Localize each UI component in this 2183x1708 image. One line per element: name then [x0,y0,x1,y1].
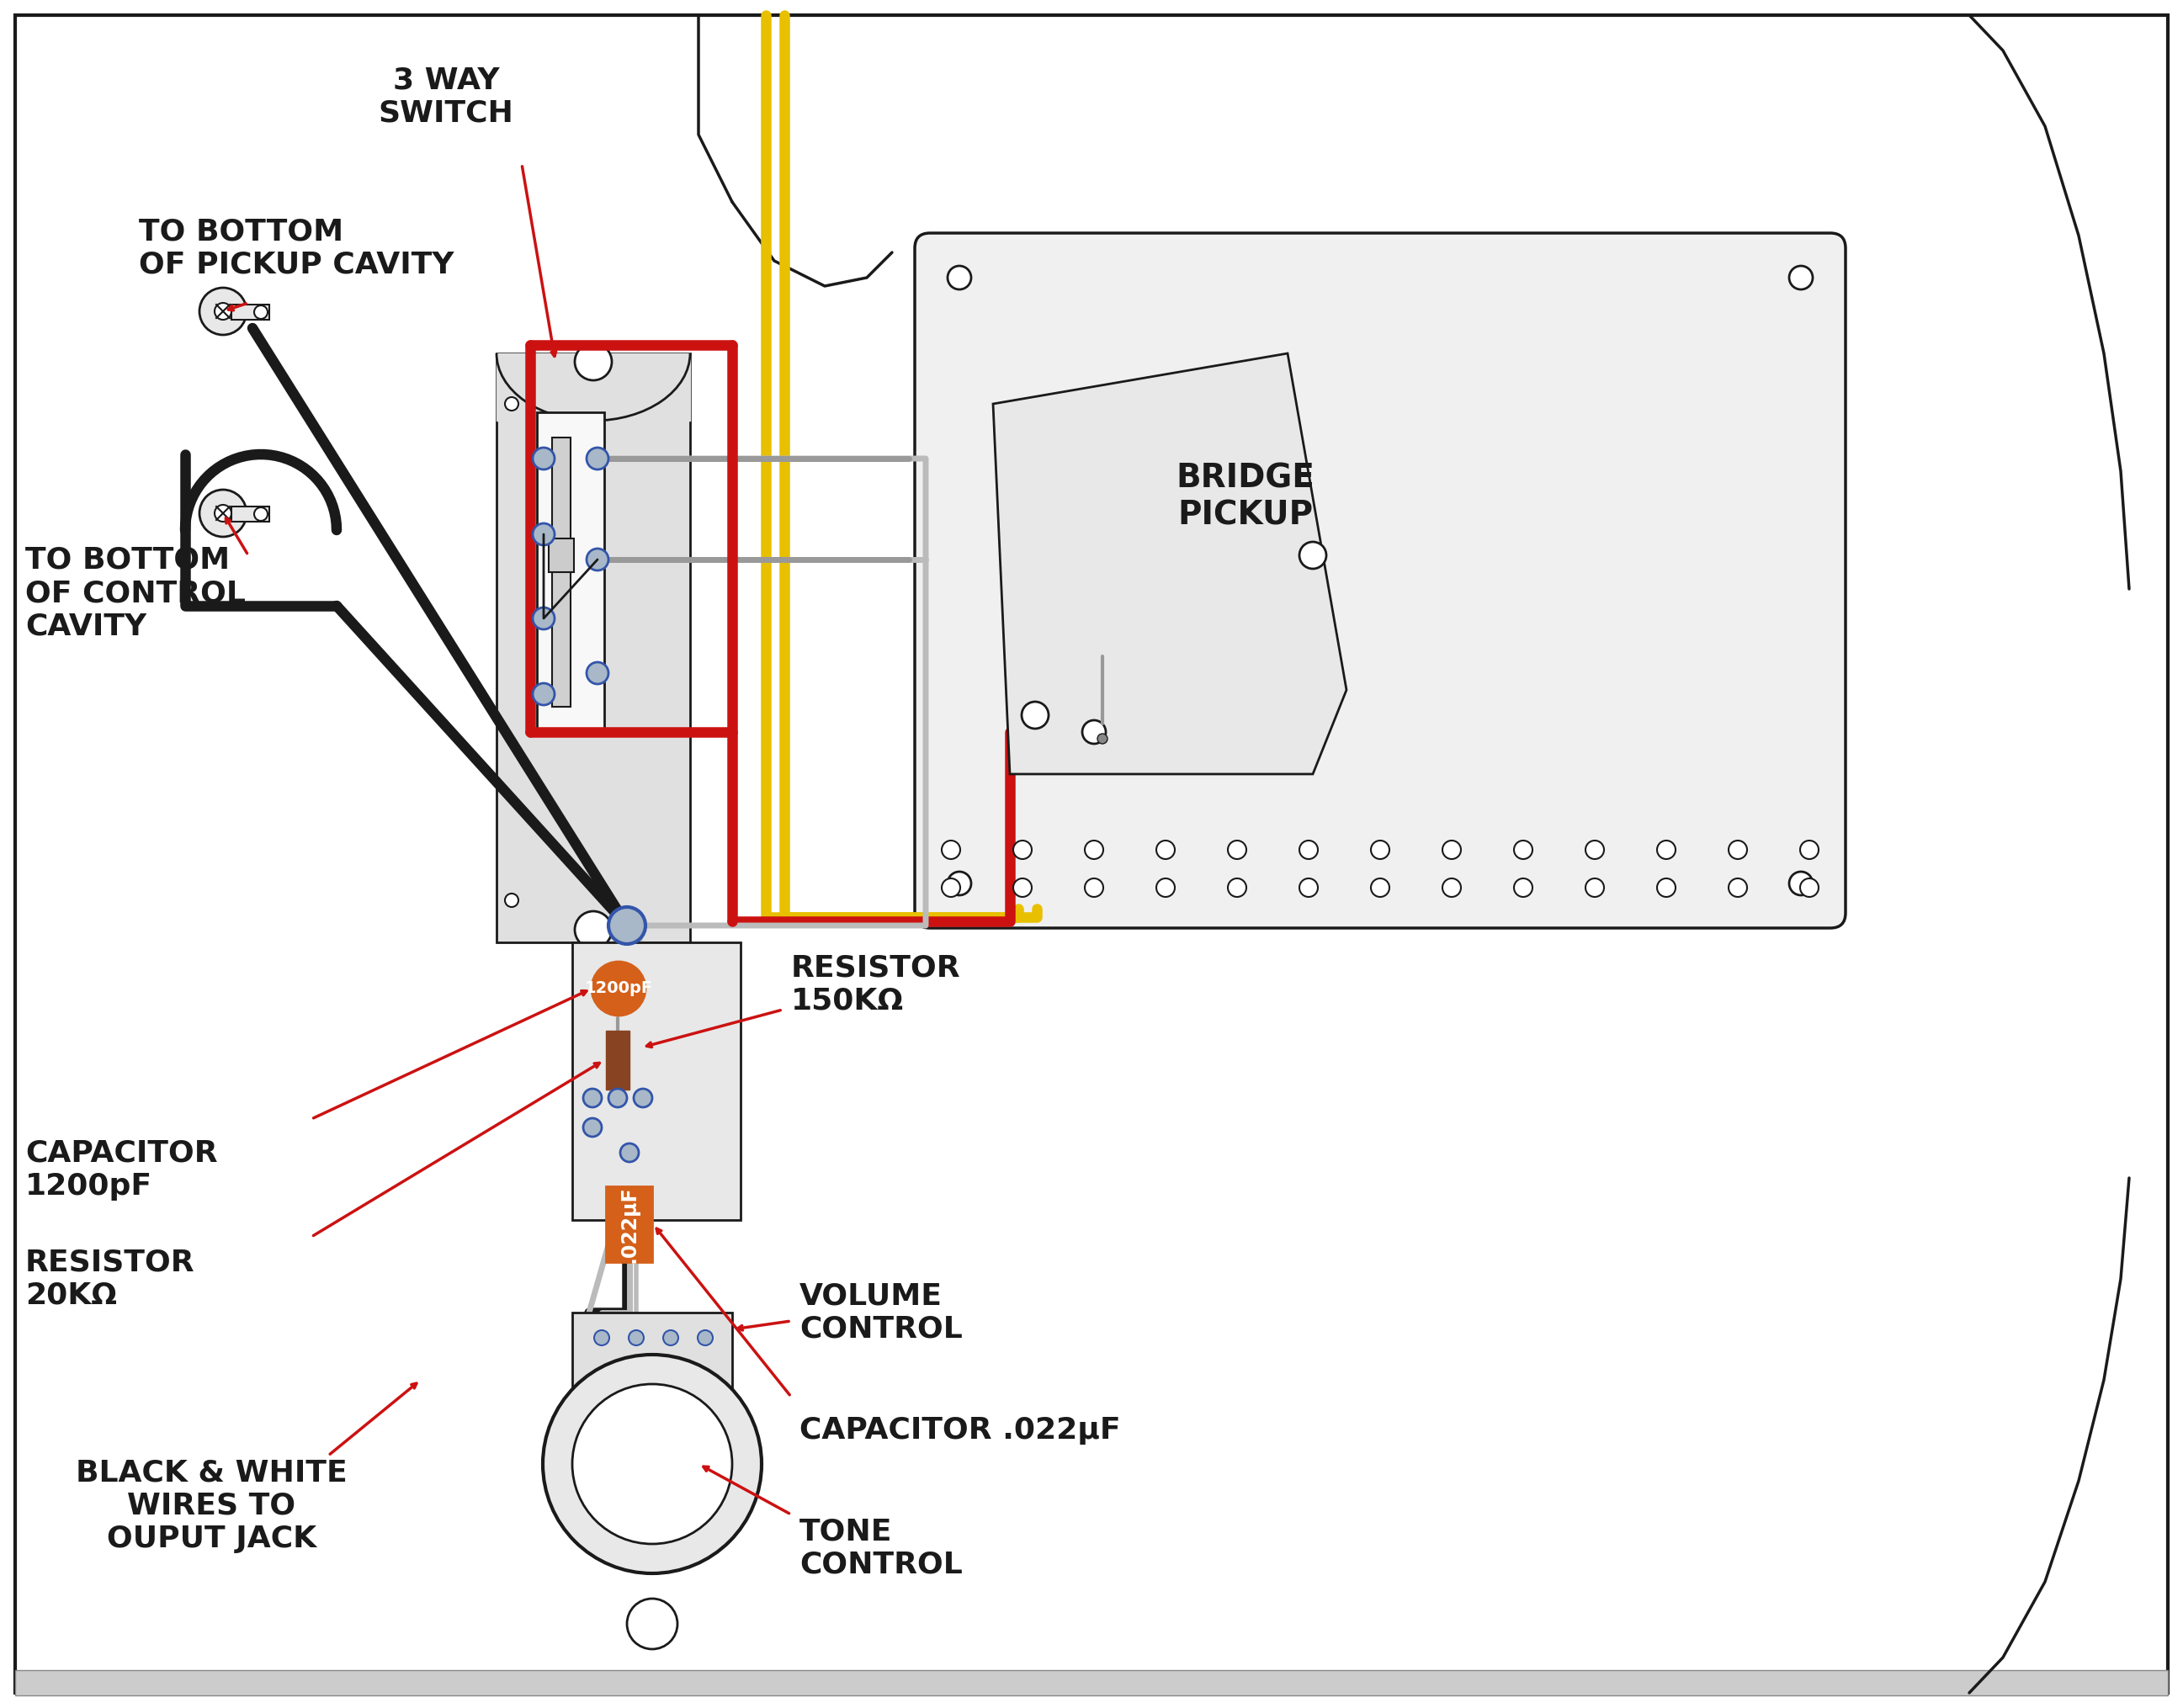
Circle shape [1585,840,1605,859]
Bar [572,1312,731,1406]
Circle shape [572,1383,731,1544]
Circle shape [1157,878,1174,897]
Circle shape [533,523,554,545]
Text: BRIDGE
PICKUP: BRIDGE PICKUP [1177,461,1314,531]
Circle shape [1443,840,1460,859]
Circle shape [1657,878,1677,897]
Circle shape [609,1088,627,1107]
Text: VOLUME
CONTROL: VOLUME CONTROL [799,1281,963,1344]
Circle shape [1657,840,1677,859]
Circle shape [1227,878,1246,897]
Text: RESISTOR
150KΩ: RESISTOR 150KΩ [790,953,961,1015]
Text: .022μF: .022μF [620,1185,640,1262]
Circle shape [583,1119,603,1138]
Circle shape [1801,840,1818,859]
Circle shape [1013,878,1033,897]
Circle shape [214,506,231,521]
Circle shape [1299,840,1319,859]
Text: TO BOTTOM
OF PICKUP CAVITY: TO BOTTOM OF PICKUP CAVITY [140,217,454,278]
Circle shape [587,663,609,683]
Circle shape [253,507,269,521]
Circle shape [574,343,611,381]
Circle shape [1729,840,1746,859]
Bar [231,507,269,521]
Circle shape [594,1331,609,1346]
Bar [607,1030,629,1090]
Circle shape [1371,840,1388,859]
Text: 1200pF: 1200pF [585,980,653,996]
Text: RESISTOR
20KΩ: RESISTOR 20KΩ [26,1249,194,1310]
Bar [15,1670,2168,1696]
Text: TO BOTTOM
OF CONTROL
CAVITY: TO BOTTOM OF CONTROL CAVITY [26,547,247,640]
Circle shape [1299,878,1319,897]
Bar [607,1187,653,1262]
Circle shape [1790,871,1812,895]
Text: CAPACITOR .022μF: CAPACITOR .022μF [799,1416,1120,1445]
Circle shape [583,1088,603,1107]
Circle shape [1585,878,1605,897]
Circle shape [214,302,231,319]
Circle shape [1085,878,1102,897]
Text: 3 WAY
SWITCH: 3 WAY SWITCH [378,67,513,128]
Circle shape [1013,840,1033,859]
Circle shape [1729,878,1746,897]
Circle shape [587,447,609,470]
Circle shape [592,962,646,1016]
Circle shape [1443,878,1460,897]
Bar [552,437,570,707]
Bar [231,304,269,319]
Bar [548,538,574,572]
Circle shape [533,608,554,629]
Text: CAPACITOR
1200pF: CAPACITOR 1200pF [26,1139,218,1201]
Circle shape [253,306,269,319]
Circle shape [1227,840,1246,859]
Circle shape [544,1354,762,1573]
Bar [496,354,690,943]
Circle shape [664,1331,679,1346]
Bar [572,943,740,1220]
Circle shape [941,840,961,859]
Circle shape [1371,878,1388,897]
Circle shape [1085,840,1102,859]
Circle shape [1515,878,1532,897]
Circle shape [199,490,247,536]
Circle shape [1790,266,1812,289]
Circle shape [627,1599,677,1650]
Text: TONE
CONTROL: TONE CONTROL [799,1517,963,1578]
Bar [537,412,605,733]
Circle shape [504,893,517,907]
Circle shape [699,1331,714,1346]
Circle shape [1801,878,1818,897]
Circle shape [1515,840,1532,859]
FancyBboxPatch shape [915,232,1845,927]
Circle shape [533,447,554,470]
Circle shape [1299,541,1327,569]
Circle shape [199,287,247,335]
Circle shape [633,1088,653,1107]
Circle shape [629,1331,644,1346]
Circle shape [620,1143,640,1161]
Circle shape [947,871,971,895]
Circle shape [1083,721,1107,743]
Polygon shape [993,354,1347,774]
Circle shape [947,266,971,289]
Circle shape [587,548,609,570]
Circle shape [504,398,517,410]
Circle shape [1022,702,1048,729]
Text: BLACK & WHITE
WIRES TO
OUPUT JACK: BLACK & WHITE WIRES TO OUPUT JACK [76,1459,347,1554]
Circle shape [533,683,554,705]
Circle shape [1098,734,1107,743]
Circle shape [574,910,611,948]
Circle shape [1157,840,1174,859]
Circle shape [941,878,961,897]
Circle shape [609,907,646,945]
Polygon shape [496,354,690,420]
